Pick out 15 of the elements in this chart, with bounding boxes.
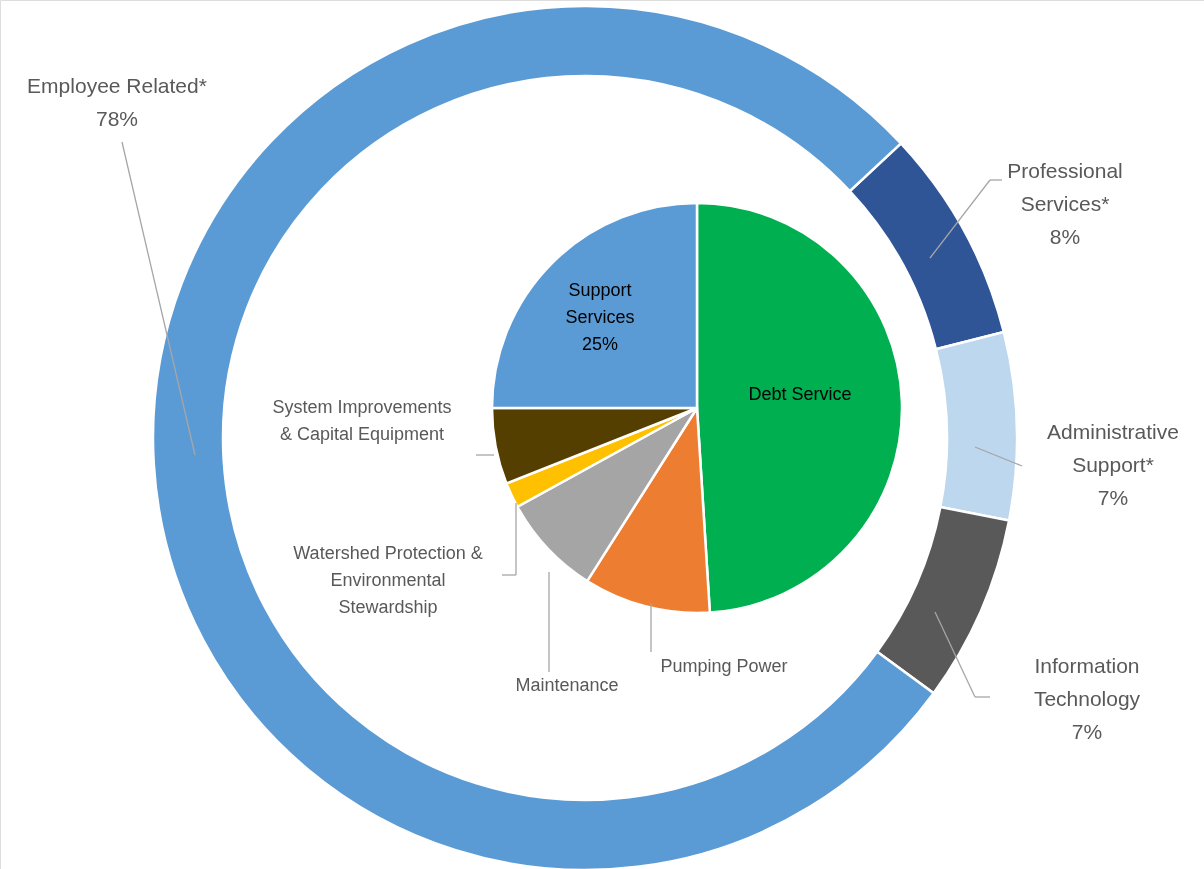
- slice-label: Information Technology: [1033, 654, 1141, 710]
- slice-label: Support Services: [565, 280, 635, 327]
- slice-label: Administrative Support*: [1047, 420, 1179, 476]
- slice-label: Watershed Protection & Environmental Stewardship: [293, 543, 483, 617]
- slice-label: Debt Service: [748, 384, 852, 404]
- slice-label: Professional Services*: [1007, 159, 1123, 215]
- data-label: 78%: [95, 106, 139, 130]
- data-label: 8%: [1049, 225, 1081, 248]
- slice-label: Employee Related*: [27, 73, 207, 97]
- slice-label: Maintenance: [515, 675, 619, 695]
- data-label: 7%: [1071, 720, 1103, 743]
- slice-label: Pumping Power: [660, 656, 788, 676]
- data-label: 25%: [581, 334, 619, 354]
- data-label: 7%: [1097, 486, 1129, 509]
- slice-label: System Improvements & Capital Equipment: [272, 396, 452, 444]
